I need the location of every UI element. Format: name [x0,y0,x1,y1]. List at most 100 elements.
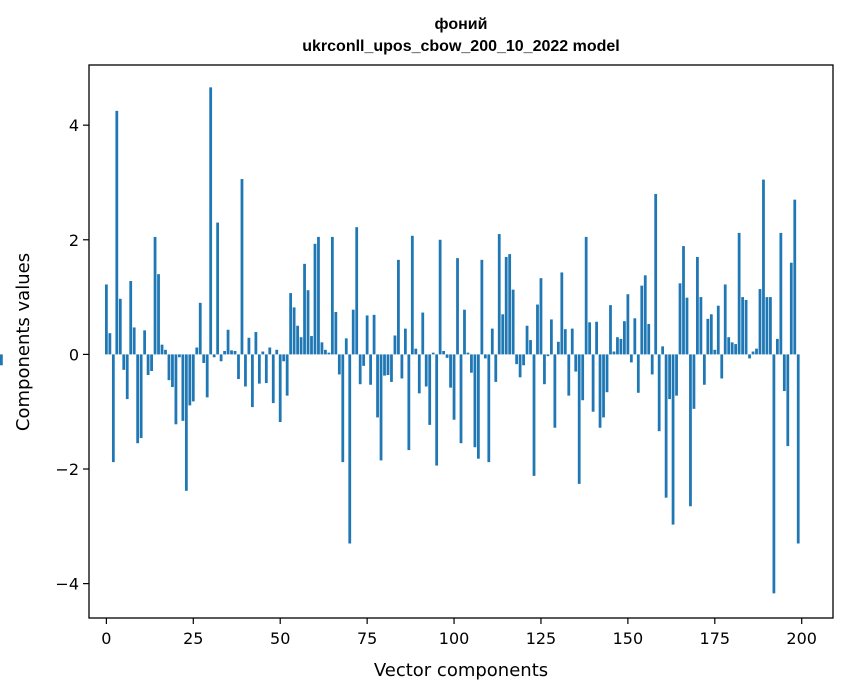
bar-166 [682,246,685,355]
bar-32 [216,222,220,355]
bar-152 [633,318,637,355]
bar-121 [525,325,529,355]
bar-44 [257,354,261,384]
bar-93 [428,354,432,425]
bar-54 [292,307,296,355]
bar-40 [244,354,247,387]
bar-57 [303,263,306,355]
bar-141 [595,321,598,355]
bar-37 [233,350,237,355]
bar-34 [223,350,226,355]
bar-25 [191,354,195,402]
bar-38 [237,354,240,380]
bar-104 [466,352,470,355]
bar-77 [372,314,376,355]
bar-81 [386,354,390,376]
bar-49 [275,349,279,355]
bar-43 [254,332,258,355]
bar-24 [188,354,192,406]
bar-90 [417,354,421,394]
bar-10 [139,354,143,439]
bar-127 [546,354,550,357]
bar-160 [661,346,665,355]
bar-185 [748,354,751,359]
bar-12 [146,354,150,376]
x-tick-label: 0 [101,629,111,648]
bar-140 [591,354,595,412]
bar-167 [685,297,689,355]
bar-170 [696,256,699,355]
bar-80 [383,354,386,376]
bar-151 [629,354,633,363]
bar-28 [202,354,206,363]
bars-group [0,87,800,594]
bar-168 [689,354,692,507]
x-tick-label: 150 [613,629,644,648]
bar-188 [758,289,762,355]
bar-116 [508,254,512,355]
bar-92 [424,354,428,387]
bar-118 [515,354,519,365]
bar-150 [626,294,630,355]
bar-131 [560,272,564,355]
bar-7 [129,281,133,355]
bar-178 [723,284,727,355]
bar-35 [226,329,230,355]
bar-172 [702,354,706,385]
bar-64 [327,352,331,355]
bar-23 [184,354,188,491]
bar-194 [779,232,783,355]
bar-72 [355,227,359,355]
bar-135 [574,354,578,372]
bar-169 [692,354,696,409]
x-tick-label: 200 [786,629,817,648]
bar-119 [518,354,522,378]
bar-8 [132,327,136,355]
bar-75 [365,315,369,355]
bar-41 [247,337,251,355]
bar-13 [150,354,153,372]
bar-180 [730,342,734,355]
bar-82 [390,354,393,382]
bar-78 [376,354,379,418]
bar-154 [640,285,644,355]
bar-138 [584,236,588,355]
x-tick-label: 25 [183,629,203,648]
bar-117 [511,289,515,355]
bar-158 [654,193,658,355]
bar-162 [668,354,671,400]
bar-33 [219,354,223,362]
bar-189 [762,179,765,355]
bar-74 [362,354,366,366]
bar-99 [449,354,452,388]
bar-107 [476,354,480,459]
bar-195 [782,354,786,392]
bar-61 [317,236,320,355]
bar-84 [397,259,400,355]
bar-139 [588,322,592,355]
x-tick-label: 175 [700,629,731,648]
bar-122 [529,340,532,355]
bar-191 [769,297,772,355]
bar-115 [504,256,508,355]
bar-1 [108,333,112,355]
bar-86 [403,328,407,355]
y-axis: −4 −2 0 2 4 [55,116,89,594]
bar-39 [240,179,244,355]
bar-165 [678,283,682,355]
bar-83 [393,335,397,355]
bar-120 [522,354,525,366]
bar-47 [268,347,272,355]
bar-175 [713,349,717,355]
bar-67 [337,354,341,375]
bar-173 [706,318,710,355]
bar-179 [727,337,731,355]
bar-142 [598,354,602,428]
bar-105 [470,354,473,373]
bar-110 [487,354,491,463]
bar-94 [431,352,435,355]
bar-16 [160,344,164,355]
bar-30 [209,87,213,355]
bar-60 [313,243,317,355]
